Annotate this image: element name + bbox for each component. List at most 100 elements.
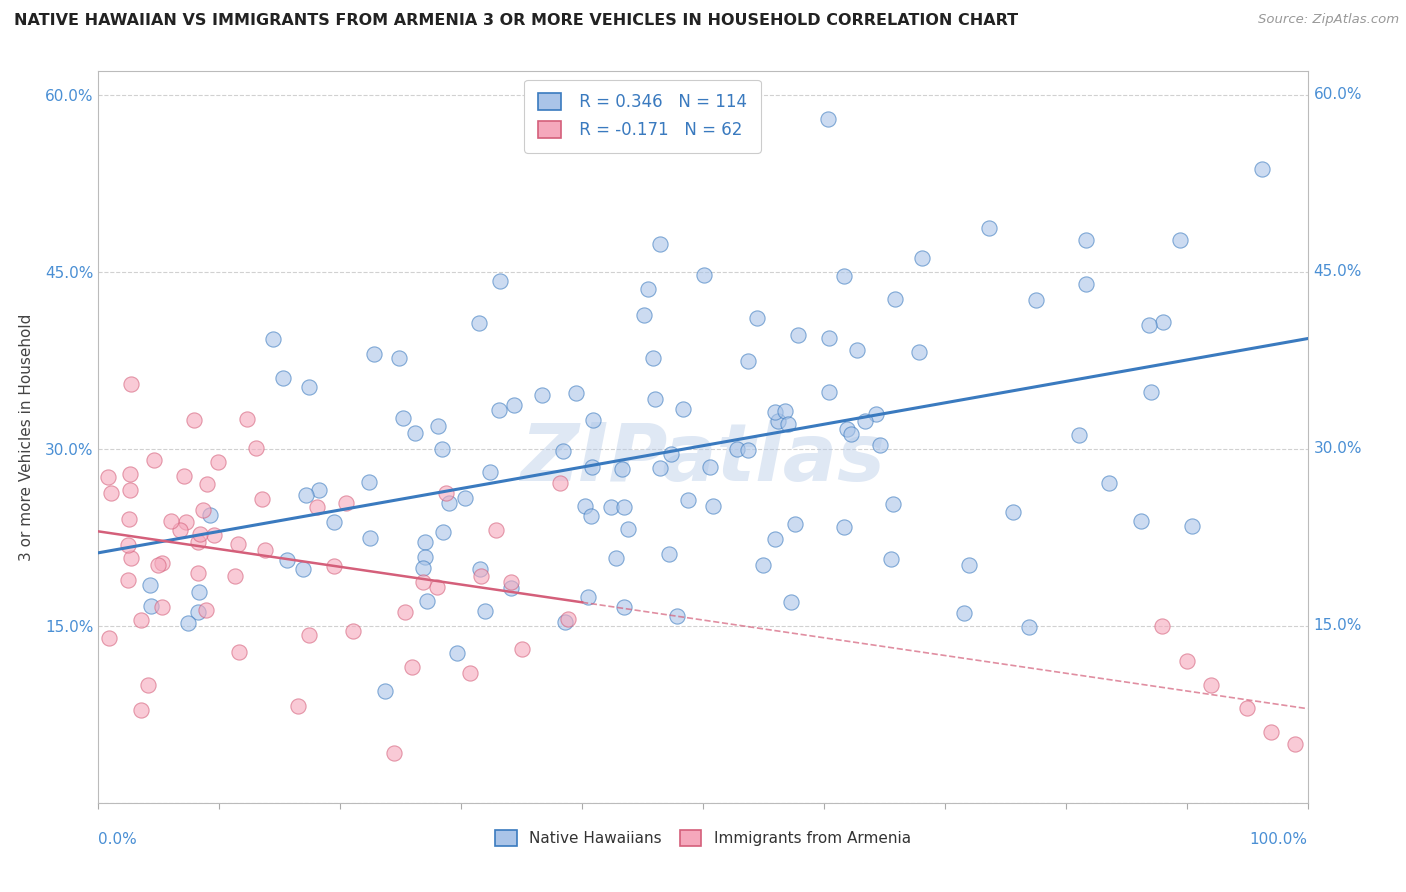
Point [412,574,434,589]
Point [763,405,786,419]
Point [98,631,121,645]
Point [388,351,411,366]
Point [446,646,468,660]
Point [295,488,318,502]
Point [382,746,405,760]
Point [650,461,672,475]
Text: Source: ZipAtlas.com: Source: ZipAtlas.com [1258,13,1399,27]
Point [725,442,748,456]
Point [202,528,225,542]
Point [391,411,413,425]
Text: NATIVE HAWAIIAN VS IMMIGRANTS FROM ARMENIA 3 OR MORE VEHICLES IN HOUSEHOLD CORRE: NATIVE HAWAIIAN VS IMMIGRANTS FROM ARMEN… [14,13,1018,29]
Point [884,292,907,306]
Point [394,605,416,619]
Point [160,514,183,528]
Point [579,509,602,524]
Point [1139,384,1161,399]
Point [869,438,891,452]
Point [530,387,553,401]
Point [853,414,876,428]
Y-axis label: 3 or more Vehicles in Household: 3 or more Vehicles in Household [18,313,34,561]
Point [454,491,477,506]
Text: 60.0%: 60.0% [1313,87,1362,103]
Point [142,453,165,467]
Point [187,566,209,581]
Point [1284,737,1306,751]
Point [613,500,636,514]
Point [699,460,721,475]
Point [747,311,769,326]
Point [488,402,510,417]
Point [253,542,276,557]
Point [478,466,501,480]
Point [191,502,214,516]
Point [880,551,903,566]
Point [404,425,426,440]
Point [692,268,714,282]
Point [503,398,526,412]
Text: 100.0%: 100.0% [1250,832,1308,847]
Point [554,615,576,630]
Point [437,496,460,510]
Point [1199,678,1222,692]
Point [177,615,200,630]
Point [845,343,868,358]
Point [118,512,141,526]
Point [131,613,153,627]
Point [97,469,120,483]
Point [287,698,309,713]
Point [485,523,508,537]
Point [359,531,381,545]
Point [187,605,209,619]
Point [120,551,142,566]
Point [659,447,682,461]
Point [150,556,173,570]
Point [118,483,141,497]
Point [911,251,934,265]
Point [236,412,259,426]
Point [650,236,672,251]
Point [510,642,533,657]
Point [835,421,858,435]
Point [413,534,436,549]
Text: ZIPatlas: ZIPatlas [520,420,886,498]
Point [470,569,492,583]
Point [676,493,699,508]
Text: 45.0%: 45.0% [1313,264,1362,279]
Point [818,385,841,400]
Point [412,561,434,575]
Point [276,553,298,567]
Point [245,442,267,456]
Point [250,491,273,506]
Point [737,442,759,457]
Point [839,426,862,441]
Point [1069,428,1091,442]
Point [136,678,159,692]
Point [129,703,152,717]
Point [1181,518,1204,533]
Point [413,549,436,564]
Point [763,532,786,546]
Point [499,581,522,595]
Point [1025,293,1047,307]
Point [574,500,596,514]
Point [564,385,586,400]
Point [416,594,439,608]
Point [1074,233,1097,247]
Point [173,468,195,483]
Point [117,538,139,552]
Point [359,475,381,490]
Point [139,578,162,592]
Point [599,500,621,515]
Point [342,624,364,639]
Point [783,516,806,531]
Point [322,515,344,529]
Point [468,316,491,330]
Point [605,551,627,566]
Point [224,569,246,583]
Point [501,575,523,590]
Point [195,602,218,616]
Point [1002,505,1025,519]
Point [1139,318,1161,332]
Point [1168,233,1191,247]
